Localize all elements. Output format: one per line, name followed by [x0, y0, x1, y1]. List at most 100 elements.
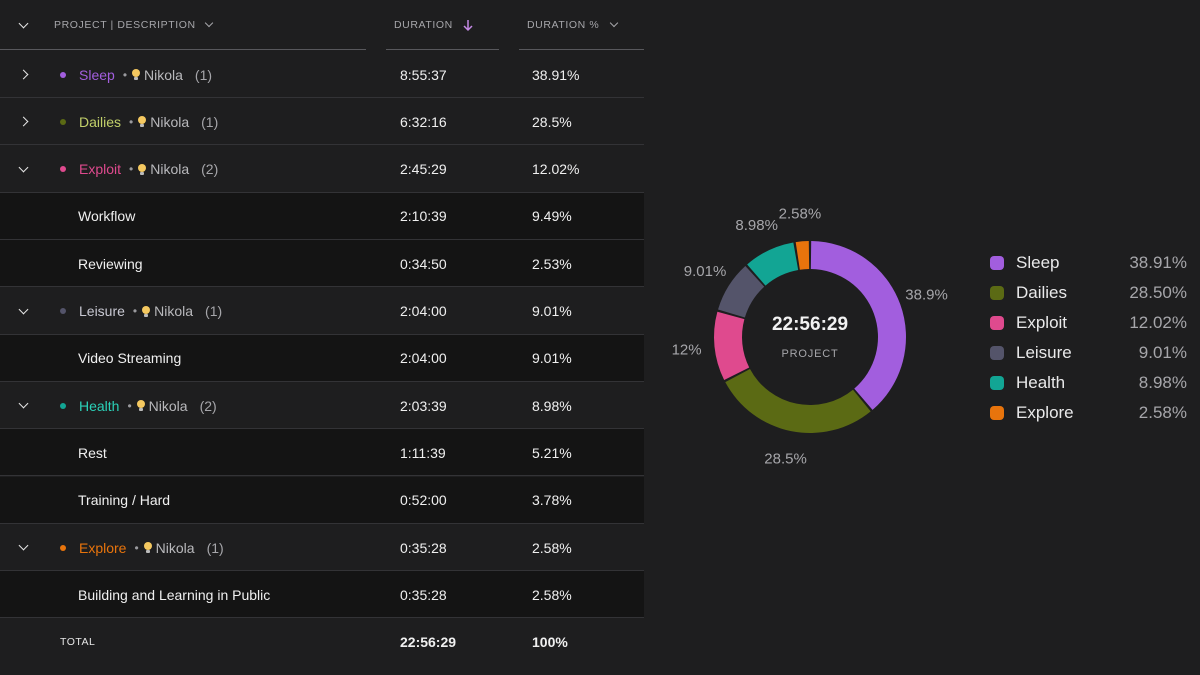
entry-description: Workflow: [78, 208, 136, 225]
slice-label-dailies: 28.5%: [764, 451, 807, 468]
legend-swatch: [990, 376, 1004, 390]
entry-row[interactable]: Training / Hard 0:52:00 3.78%: [0, 476, 644, 524]
duration-value: 2:45:29: [400, 161, 447, 178]
duration-value: 2:03:39: [400, 397, 447, 414]
entry-description: Building and Learning in Public: [78, 586, 271, 603]
project-row[interactable]: Leisure • Nikola (1) 2:04:00 9.01%: [0, 288, 644, 335]
chevron-down-icon: [18, 18, 28, 28]
entry-count: (1): [206, 539, 224, 556]
column-header-project[interactable]: PROJECT | DESCRIPTION: [54, 0, 213, 50]
project-name[interactable]: Sleep: [79, 66, 115, 83]
collapse-toggle[interactable]: [16, 382, 30, 429]
client-name: Nikola: [148, 397, 188, 414]
legend-item-sleep[interactable]: Sleep 38.91%: [990, 250, 1190, 280]
legend-label: Explore: [1016, 403, 1074, 422]
project-row[interactable]: Sleep • Nikola (1) 8:55:37 38.91%: [0, 51, 644, 98]
header-divider: [0, 49, 366, 50]
legend-swatch: [990, 256, 1004, 270]
total-duration: 22:56:29: [400, 634, 457, 651]
project-row[interactable]: Exploit • Nikola (2) 2:45:29 12.02%: [0, 146, 644, 193]
entry-row[interactable]: Building and Learning in Public 0:35:28 2.…: [0, 571, 644, 619]
legend-item-dailies[interactable]: Dailies 28.50%: [990, 280, 1190, 310]
legend-value: 12.02%: [1129, 313, 1187, 332]
entry-row[interactable]: Reviewing 0:34:50 2.53%: [0, 240, 644, 288]
project-name[interactable]: Explore: [79, 539, 127, 556]
donut-slice-explore[interactable]: [795, 241, 810, 270]
project-name[interactable]: Dailies: [79, 113, 122, 130]
legend-label: Leisure: [1016, 343, 1072, 362]
project-name[interactable]: Leisure: [79, 303, 125, 319]
chevron-down-icon: [204, 18, 213, 28]
duration-pct-value: 28.5%: [532, 113, 572, 130]
legend-value: 8.98%: [1138, 373, 1187, 392]
entry-description: Training / Hard: [78, 492, 171, 509]
separator-dot: •: [129, 114, 134, 129]
entry-row[interactable]: Video Streaming 2:04:00 9.01%: [0, 334, 644, 382]
legend-swatch: [990, 406, 1004, 420]
donut-slice-dailies[interactable]: [725, 368, 871, 433]
legend-item-leisure[interactable]: Leisure 9.01%: [990, 340, 1190, 370]
legend-swatch: [990, 316, 1004, 330]
separator-dot: •: [134, 540, 139, 555]
entry-count: (1): [194, 66, 213, 83]
donut-chart-svg: 38.9% 28.5% 12% 9.01% 8.98%2.58% 22:56:29 PR…: [672, 205, 948, 468]
collapse-toggle[interactable]: [16, 288, 30, 335]
total-row: TOTAL 22:56:29 100%: [0, 619, 644, 666]
duration-value: 0:35:28: [400, 539, 447, 556]
project-name[interactable]: Exploit: [79, 161, 122, 178]
column-header-project-label: PROJECT | DESCRIPTION: [54, 19, 196, 31]
slice-label-explore: 2.58%: [779, 205, 822, 222]
chevron-down-icon: [18, 304, 28, 314]
duration-value: 0:35:28: [400, 586, 447, 603]
project-color-dot: [60, 544, 66, 551]
legend-item-exploit[interactable]: Exploit 12.02%: [990, 310, 1190, 340]
column-header-duration[interactable]: DURATION: [394, 0, 474, 50]
project-color-dot: [60, 71, 66, 78]
entry-row[interactable]: Rest 1:11:39 5.21%: [0, 429, 644, 477]
separator-dot: •: [132, 304, 138, 318]
donut-slice-exploit[interactable]: [714, 311, 750, 380]
legend-value: 38.91%: [1129, 253, 1187, 272]
expand-toggle[interactable]: [16, 98, 30, 145]
project-color-dot: [60, 166, 66, 173]
legend-label: Health: [1016, 373, 1066, 392]
duration-pct-value: 9.01%: [532, 303, 572, 319]
duration-value: 2:10:39: [400, 208, 447, 225]
chart-legend: Sleep 38.91% Dailies 28.50% Exploit 12.02% Lei…: [990, 250, 1190, 430]
duration-value: 0:52:00: [400, 492, 447, 509]
duration-pct-value: 38.91%: [532, 66, 580, 83]
client-name: Nikola: [144, 66, 183, 83]
entry-description: Reviewing: [78, 255, 143, 272]
duration-value: 2:04:00: [400, 303, 447, 319]
legend-item-health[interactable]: Health 8.98%: [990, 370, 1190, 400]
slice-label-exploit: 12%: [672, 341, 702, 358]
duration-pct-value: 9.01%: [532, 350, 572, 367]
column-header-duration-pct[interactable]: DURATION %: [527, 0, 619, 50]
donut-slice-sleep[interactable]: [810, 241, 906, 410]
entry-count: (2): [199, 397, 217, 414]
duration-pct-value: 5.21%: [532, 444, 572, 461]
project-name[interactable]: Health: [79, 397, 120, 414]
entry-count: (1): [201, 113, 219, 130]
collapse-toggle[interactable]: [16, 524, 30, 571]
legend-value: 2.58%: [1138, 403, 1187, 422]
project-row[interactable]: Explore • Nikola (1) 0:35:28 2.58%: [0, 524, 644, 571]
project-row[interactable]: Dailies • Nikola (1) 6:32:16 28.5%: [0, 98, 644, 146]
project-row[interactable]: Health • Nikola (2) 2:03:39 8.98%: [0, 382, 644, 430]
expand-toggle[interactable]: [16, 51, 30, 98]
duration-pct-value: 12.02%: [532, 161, 580, 178]
legend-item-explore[interactable]: Explore 2.58%: [990, 400, 1190, 430]
chevron-down-icon: [610, 18, 619, 28]
duration-value: 8:55:37: [400, 66, 447, 83]
donut-slice-health[interactable]: [747, 242, 799, 286]
duration-value: 2:04:00: [400, 350, 447, 367]
column-header-duration-label: DURATION: [394, 19, 453, 31]
entry-row[interactable]: Workflow 2:10:39 9.49%: [0, 192, 644, 240]
client-name: Nikola: [155, 539, 195, 556]
collapse-all-toggle[interactable]: [16, 0, 30, 50]
donut-slice-leisure[interactable]: [718, 266, 765, 318]
sort-descending-icon: [463, 20, 473, 32]
duration-pct-value: 2.58%: [532, 586, 572, 603]
report-table: PROJECT | DESCRIPTION DURATION DURATION …: [0, 0, 644, 666]
collapse-toggle[interactable]: [16, 146, 30, 193]
